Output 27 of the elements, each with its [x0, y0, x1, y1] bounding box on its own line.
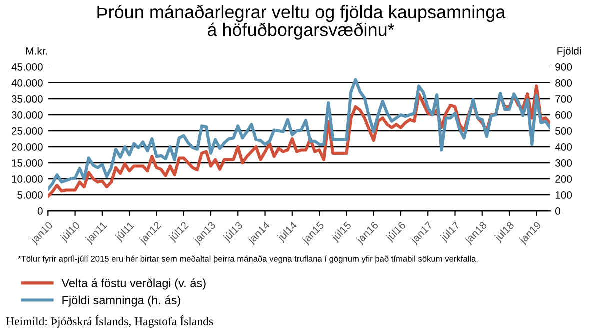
y-tick-label: 25.000 [12, 128, 43, 135]
y2-tick-label: 500 [556, 128, 572, 135]
y-tick-label: 45.000 [12, 64, 43, 71]
y-axis-title: M.kr. [26, 47, 48, 55]
text: Heimild: Þjóðskrá Íslands, Hagstofa Íslands [6, 315, 214, 328]
y-tick-label: 20.000 [12, 144, 43, 151]
y2-tick-label: 900 [556, 64, 572, 71]
chart-title: Þróun mánaðarlegrar veltu og fjölda kaupsamninga á höfuðborgarsvæðinu* [98, 5, 506, 40]
y2-tick-label: 200 [556, 176, 572, 183]
y2-tick-label: 400 [555, 144, 572, 151]
y-tick-label: 10.000 [12, 176, 43, 183]
y2-axis-title: Fjöldi [558, 47, 582, 57]
legend-label: Velta á föstu verðlagi (v. ás) [62, 278, 206, 290]
text: *Tölur fyrir apríl-júlí 2015 eru hér birtar sem meðaltal þeirra mánaða vegna truflana í gögnum yfir það tímabil sökum verkfalla. [18, 256, 478, 264]
y2-tick-label: 600 [556, 112, 572, 119]
y2-tick-label: 0 [555, 208, 560, 215]
y-tick-label: 0 [38, 208, 43, 215]
y-tick-label: 40.000 [12, 80, 43, 87]
y2-tick-label: 100 [556, 192, 572, 199]
y2-tick-label: 700 [556, 96, 572, 103]
legend-label: Fjöldi samninga (h. ás) [62, 296, 180, 307]
y2-tick-label: 300 [555, 160, 572, 167]
y-tick-label: 35.000 [12, 96, 43, 103]
y-tick-label: 15.000 [12, 160, 43, 167]
y2-tick-label: 800 [556, 80, 572, 87]
y-tick-label: 5.000 [18, 192, 43, 199]
y-tick-label: 30.000 [12, 112, 43, 119]
